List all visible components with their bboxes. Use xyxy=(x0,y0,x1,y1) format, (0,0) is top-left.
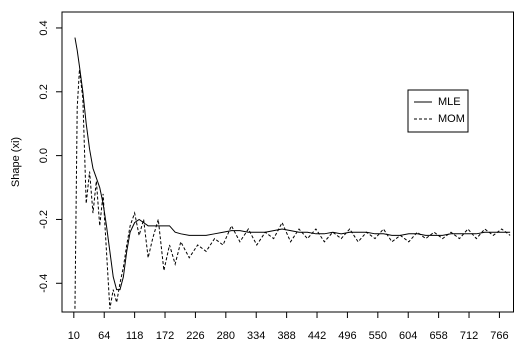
x-tick-label: 550 xyxy=(369,330,387,342)
y-axis-label: Shape (xi) xyxy=(10,137,22,187)
legend-box xyxy=(407,89,469,133)
x-tick-label: 280 xyxy=(217,330,235,342)
x-tick-label: 10 xyxy=(68,330,80,342)
x-tick-label: 226 xyxy=(186,330,204,342)
series-line xyxy=(74,37,511,291)
plot-frame xyxy=(61,11,514,313)
y-tick-label: -0.4 xyxy=(38,274,50,293)
x-tick-label: 334 xyxy=(247,330,265,342)
x-tick-label: 496 xyxy=(338,330,356,342)
x-tick-label: 388 xyxy=(277,330,295,342)
x-tick-label: 658 xyxy=(429,330,447,342)
x-tick-label: 712 xyxy=(460,330,478,342)
y-tick-label: 0.0 xyxy=(38,148,50,163)
y-tick-label: 0.2 xyxy=(38,84,50,99)
y-tick-label: -0.2 xyxy=(38,210,50,229)
x-tick-label: 118 xyxy=(126,330,144,342)
x-tick-label: 64 xyxy=(98,330,110,342)
x-tick-label: 172 xyxy=(156,330,174,342)
x-tick-label: 442 xyxy=(308,330,326,342)
series-line xyxy=(74,69,511,309)
legend-label: MLE xyxy=(438,96,461,108)
legend-label: MOM xyxy=(438,113,465,125)
x-tick-label: 766 xyxy=(490,330,508,342)
y-tick-label: 0.4 xyxy=(38,20,50,35)
x-tick-label: 604 xyxy=(399,330,417,342)
